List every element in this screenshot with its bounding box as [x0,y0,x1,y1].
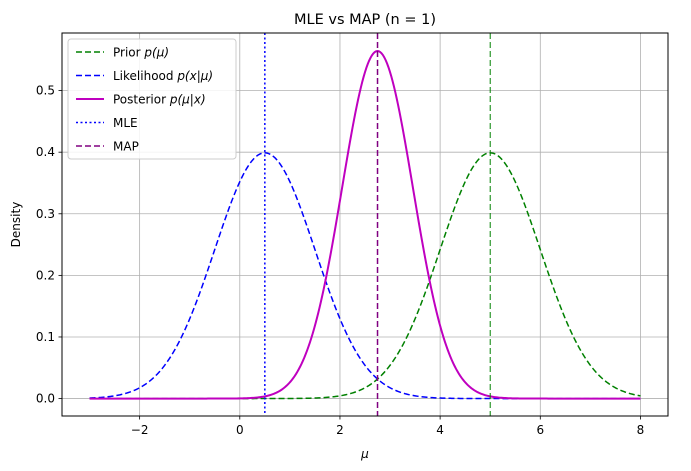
legend-label: Posterior p(μ|x) [113,93,206,107]
legend-label: MLE [113,116,138,130]
legend-label: Likelihood p(x|μ) [113,69,213,83]
y-tick-label: 0.4 [36,145,55,159]
y-tick-label: 0.5 [36,84,55,98]
y-axis-label: Density [9,202,23,248]
legend-box [67,38,237,160]
chart-title: MLE vs MAP (n = 1) [294,12,436,28]
x-tick-label: −2 [131,423,149,437]
plot-area [89,33,641,416]
x-tick-label: 4 [436,423,444,437]
y-tick-label: 0.0 [36,392,55,406]
x-tick-label: 0 [236,423,244,437]
y-tick-label: 0.1 [36,330,55,344]
ticks: −2 0 2 4 6 8 0.0 0.1 0.2 0.3 0.4 0.5 [36,84,644,437]
legend: Prior p(μ) Likelihood p(x|μ) Posterior p(μ… [67,38,237,160]
y-tick-label: 0.3 [36,207,55,221]
axes-frame [61,32,669,417]
y-tick-label: 0.2 [36,268,55,282]
series-line-posterior [89,50,641,400]
x-axis-label: μ [360,447,369,461]
x-tick-label: 2 [336,423,344,437]
legend-label: MAP [113,140,139,154]
x-tick-label: 6 [536,423,544,437]
legend-label: Prior p(μ) [113,46,169,60]
x-tick-label: 8 [637,423,645,437]
